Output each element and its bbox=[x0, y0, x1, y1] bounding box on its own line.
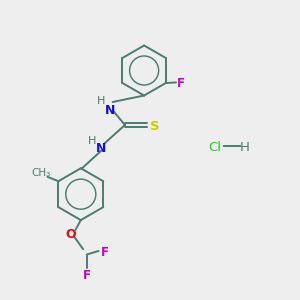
Text: F: F bbox=[83, 269, 91, 282]
Text: S: S bbox=[150, 120, 159, 133]
Text: H: H bbox=[97, 96, 105, 106]
Text: CH₃: CH₃ bbox=[31, 168, 50, 178]
Text: N: N bbox=[104, 104, 115, 117]
Text: F: F bbox=[177, 77, 185, 90]
Text: Cl: Cl bbox=[208, 141, 221, 154]
Text: N: N bbox=[96, 142, 106, 155]
Text: H: H bbox=[240, 141, 250, 154]
Text: O: O bbox=[65, 228, 76, 241]
Text: F: F bbox=[101, 246, 109, 259]
Text: H: H bbox=[88, 136, 96, 146]
